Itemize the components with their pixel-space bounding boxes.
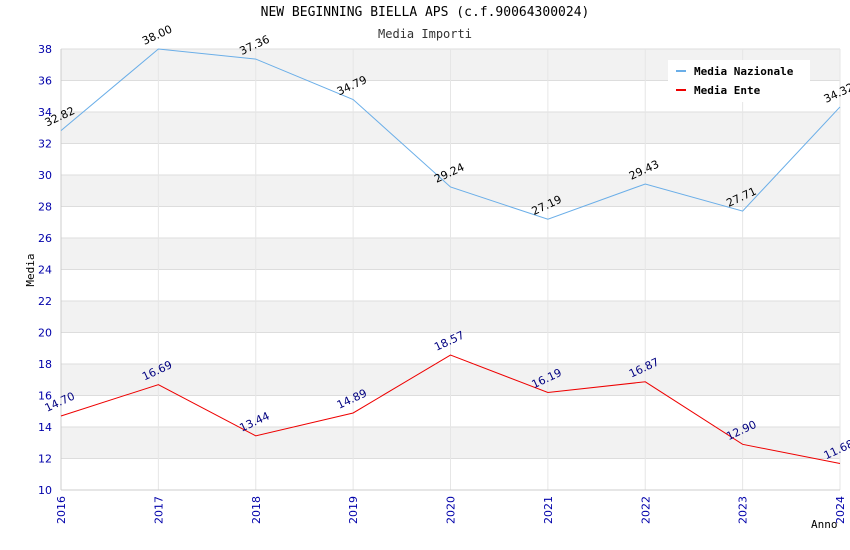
y-tick-label: 38: [38, 43, 52, 56]
y-tick-label: 16: [38, 390, 52, 403]
x-tick-label: 2021: [542, 496, 555, 524]
y-ticks: 10 12 14 16 18 20 22 24 26 28 30 32 34 36 38: [38, 43, 52, 497]
media-ente-line: [60, 354, 841, 465]
axes: [60, 49, 840, 491]
y-tick-label: 18: [38, 358, 52, 371]
media-nazionale-data-label: 34.32: [822, 81, 850, 106]
y-tick-label: 30: [38, 169, 52, 182]
legend-box: [668, 60, 810, 102]
y-tick-label: 36: [38, 75, 52, 88]
y-tick-label: 24: [38, 264, 52, 277]
y-axis-title: Media: [24, 253, 37, 286]
x-tick-label: 2024: [834, 496, 847, 524]
y-tick-label: 22: [38, 295, 52, 308]
x-tick-label: 2016: [55, 496, 68, 524]
chart-title: NEW BEGINNING BIELLA APS (c.f.9006430002…: [260, 5, 590, 20]
y-tick-label: 10: [38, 484, 52, 497]
x-tick-label: 2017: [152, 496, 165, 524]
x-axis-title: Anno: [811, 518, 838, 531]
x-ticks: 2016 2017 2018 2019 2020 2021 2022 2023 2024: [55, 496, 847, 524]
legend-label-media-ente: Media Ente: [694, 84, 761, 97]
x-tick-label: 2018: [250, 496, 263, 524]
x-tick-label: 2019: [347, 496, 360, 524]
media-nazionale-data-label: 38.00: [140, 23, 174, 48]
legend-label-media-nazionale: Media Nazionale: [694, 65, 794, 78]
series-group: [60, 48, 841, 465]
y-tick-label: 14: [38, 421, 52, 434]
media-nazionale-line: [60, 48, 841, 220]
y-tick-label: 28: [38, 201, 52, 214]
y-tick-label: 12: [38, 453, 52, 466]
y-tick-label: 20: [38, 327, 52, 340]
y-tick-label: 34: [38, 106, 52, 119]
x-tick-label: 2023: [737, 496, 750, 524]
y-tick-label: 32: [38, 138, 52, 151]
x-tick-label: 2020: [445, 496, 458, 524]
x-tick-label: 2022: [639, 496, 652, 524]
legend: Media Nazionale Media Ente: [668, 60, 810, 102]
chart-subtitle: Media Importi: [378, 27, 472, 41]
y-tick-label: 26: [38, 232, 52, 245]
